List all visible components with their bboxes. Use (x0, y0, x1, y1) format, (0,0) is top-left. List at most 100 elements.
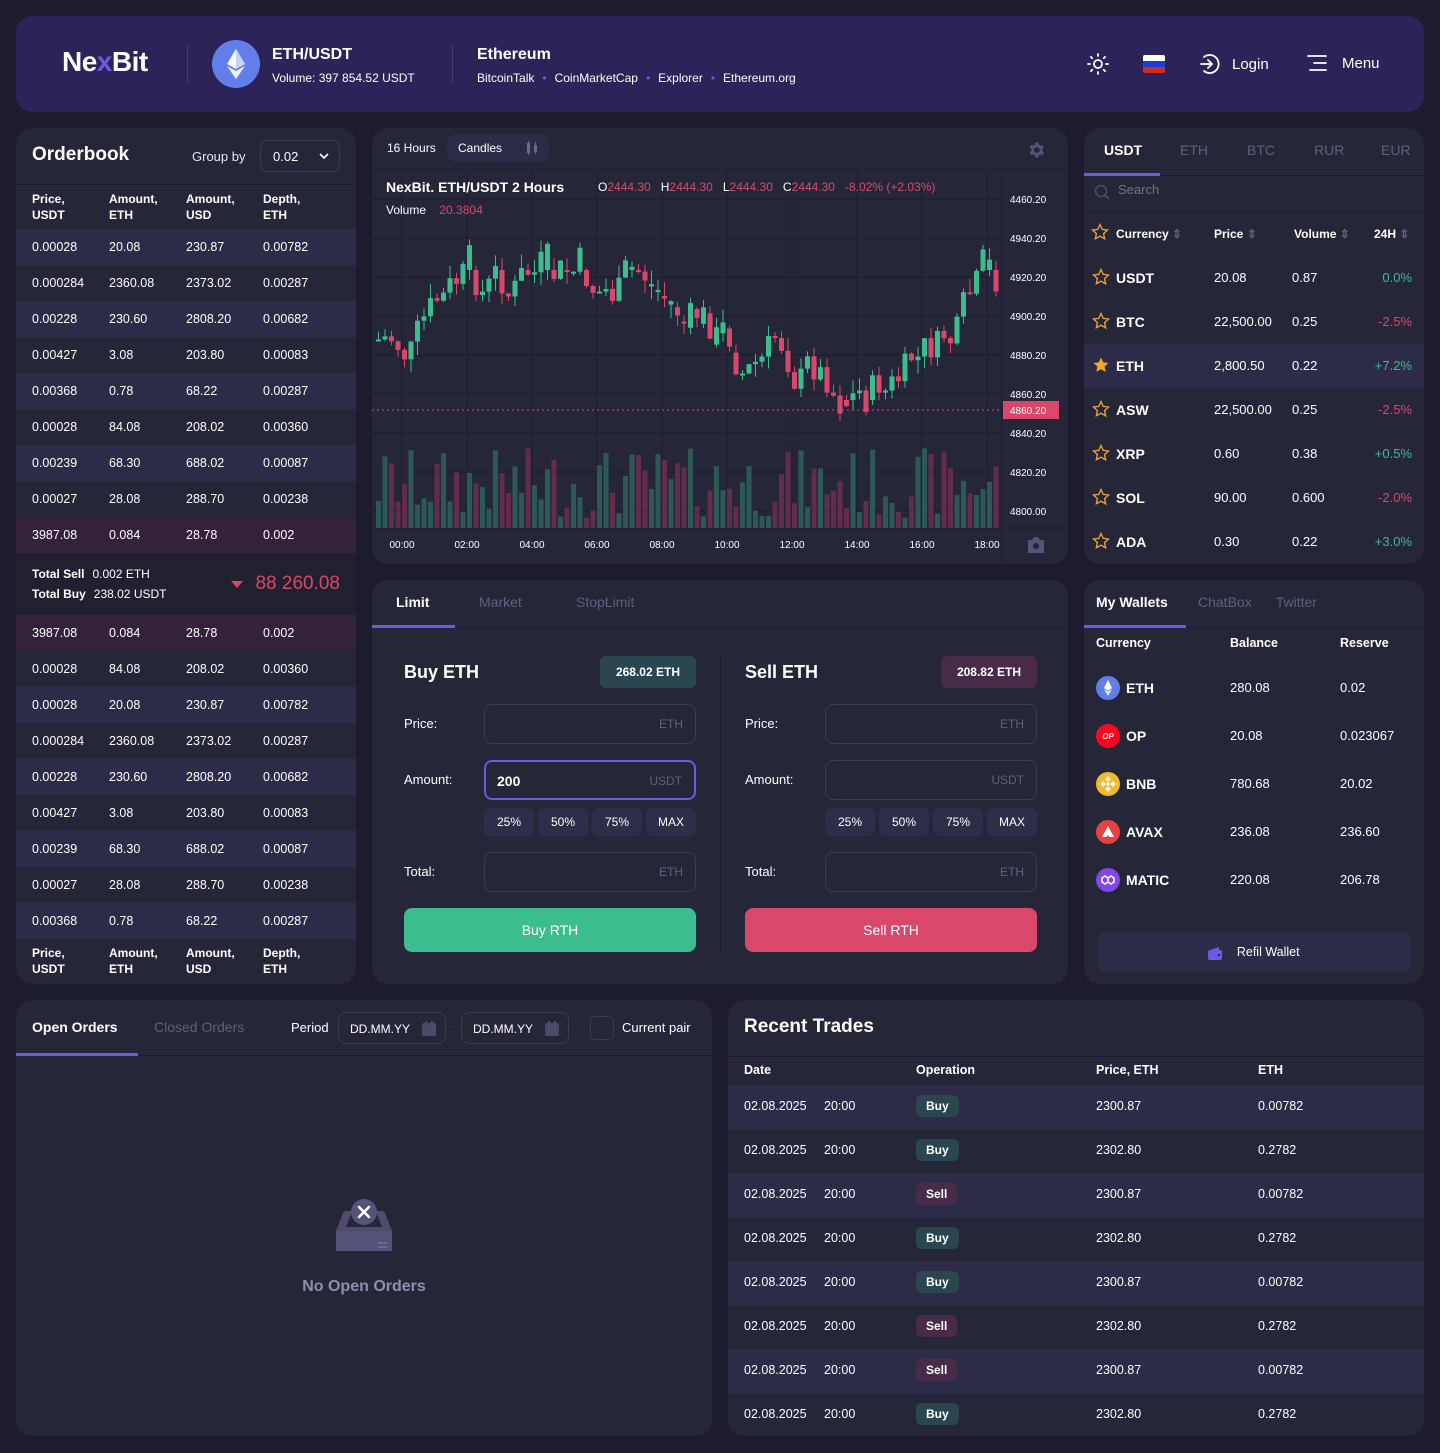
orderbook-row[interactable]: 0.00427 3.08 203.80 0.00083 (32, 806, 309, 820)
wallet-row[interactable]: MATIC 220.08 206.78 (1084, 856, 1424, 904)
orderbook-row[interactable]: 0.00028 84.08 208.02 0.00360 (32, 420, 309, 434)
market-row[interactable]: XRP 0.60 0.38 +0.5% (1084, 432, 1424, 476)
market-row[interactable]: ETH 2,800.50 0.22 +7.2% (1084, 344, 1424, 388)
wallet-row[interactable]: AVAX 236.08 236.60 (1084, 808, 1424, 856)
sell-pct-50-button[interactable]: 50% (879, 808, 929, 836)
logo[interactable]: NexBit (62, 46, 148, 77)
sell-price-input[interactable]: ETH (825, 704, 1037, 744)
tab-stoplimit[interactable]: StopLimit (576, 594, 635, 610)
orderbook-row[interactable]: 0.00028 20.08 230.87 0.00782 (16, 229, 356, 265)
orderbook-row[interactable]: 0.00368 0.78 68.22 0.00287 (16, 903, 356, 939)
tab-open-orders[interactable]: Open Orders (16, 1000, 138, 1056)
market-row[interactable]: ASW 22,500.00 0.25 -2.5% (1084, 388, 1424, 432)
star-outline-icon[interactable] (1092, 268, 1110, 286)
group-by-select[interactable]: 0.02 (260, 140, 340, 172)
login-icon (1200, 54, 1220, 74)
sell-submit-button[interactable]: Sell RTH (745, 908, 1037, 952)
link-ethereum-org[interactable]: Ethereum.org (723, 71, 796, 85)
tab-usdt[interactable]: USDT (1084, 128, 1160, 176)
orderbook-row[interactable]: 0.00239 68.30 688.02 0.00087 (16, 831, 356, 867)
candlestick-chart[interactable]: 4460.20 4940.20 4920.20 4900.20 4880.20 4860.… (372, 170, 1068, 564)
buy-total-input[interactable]: ETH (484, 852, 696, 892)
buy-price-input[interactable]: ETH (484, 704, 696, 744)
link-explorer[interactable]: Explorer (658, 71, 703, 85)
market-row[interactable]: ADA 0.30 0.22 +3.0% (1084, 520, 1424, 564)
tab-rur[interactable]: RUR (1314, 142, 1345, 158)
tab-eur[interactable]: EUR (1381, 142, 1411, 158)
star-outline-icon[interactable] (1092, 312, 1110, 330)
date-from-input[interactable]: DD.MM.YY (338, 1012, 446, 1044)
orderbook-row[interactable]: 0.00239 68.30 688.02 0.00087 (16, 445, 356, 481)
operation-badge: Buy (916, 1403, 959, 1425)
orderbook-row[interactable]: 0.00368 0.78 68.22 0.00287 (16, 373, 356, 409)
theme-toggle-button[interactable] (1086, 52, 1110, 76)
menu-button[interactable]: Menu (1306, 52, 1380, 74)
orderbook-row[interactable]: 0.00427 3.08 203.80 0.00083 (32, 348, 309, 362)
refill-wallet-button[interactable]: Refil Wallet (1097, 932, 1411, 972)
market-search[interactable] (1084, 172, 1424, 212)
svg-text:4860.20: 4860.20 (1010, 390, 1047, 401)
buy-pct-25-button[interactable]: 25% (484, 808, 534, 836)
language-flag-button[interactable] (1143, 55, 1165, 73)
interval-select[interactable]: 16 Hours (387, 141, 436, 155)
buy-pct-max-button[interactable]: MAX (646, 808, 696, 836)
pair-title: ETH/USDT (272, 46, 352, 63)
orderbook-row[interactable]: 3987.08 0.084 28.78 0.002 (16, 517, 356, 553)
sort-currency[interactable]: Currency ⇕ (1116, 227, 1183, 241)
orderbook-row[interactable]: 0.000284 2360.08 2373.02 0.00287 (32, 734, 309, 748)
svg-text:06:00: 06:00 (584, 540, 609, 551)
sell-amount-input[interactable]: USDT (825, 760, 1037, 800)
divider (452, 44, 453, 84)
wallet-row[interactable]: ETH 280.08 0.02 (1084, 664, 1424, 712)
orderbook-row[interactable]: 0.00028 20.08 230.87 0.00782 (16, 687, 356, 723)
orderbook-row[interactable]: 3987.08 0.084 28.78 0.002 (16, 615, 356, 651)
link-coinmarketcap[interactable]: CoinMarketCap (554, 71, 638, 85)
sell-pct-max-button[interactable]: MAX (987, 808, 1037, 836)
tab-limit[interactable]: Limit (372, 580, 455, 628)
trade-row: 02.08.2025 20:00 Buy 2300.87 0.00782 (728, 1085, 1424, 1129)
sort-volume[interactable]: Volume ⇕ (1294, 227, 1350, 241)
tab-btc[interactable]: BTC (1247, 142, 1275, 158)
current-pair-checkbox[interactable] (590, 1016, 614, 1040)
tab-closed-orders[interactable]: Closed Orders (154, 1019, 245, 1035)
star-outline-icon[interactable] (1092, 444, 1110, 462)
sell-pct-75-button[interactable]: 75% (933, 808, 983, 836)
buy-submit-button[interactable]: Buy RTH (404, 908, 696, 952)
star-outline-icon[interactable] (1092, 532, 1110, 550)
market-row[interactable]: BTC 22,500.00 0.25 -2.5% (1084, 300, 1424, 344)
buy-amount-input[interactable]: 200 USDT (484, 760, 696, 800)
wallet-row[interactable]: OP OP 20.08 0.023067 (1084, 712, 1424, 760)
tab-eth[interactable]: ETH (1180, 142, 1208, 158)
sell-total-input[interactable]: ETH (825, 852, 1037, 892)
orderbook-row[interactable]: 0.000284 2360.08 2373.02 0.00287 (32, 276, 309, 290)
search-input[interactable] (1118, 182, 1408, 197)
star-outline-icon[interactable] (1091, 223, 1109, 241)
sort-price[interactable]: Price ⇕ (1214, 227, 1257, 241)
tab-chatbox[interactable]: ChatBox (1198, 594, 1252, 610)
star-outline-icon[interactable] (1092, 488, 1110, 506)
orderbook-row[interactable]: 0.00027 28.08 288.70 0.00238 (32, 492, 309, 506)
orderbook-row[interactable]: 0.00228 230.60 2808.20 0.00682 (16, 301, 356, 337)
chart-type-select[interactable]: Candles (447, 135, 549, 161)
buy-pct-75-button[interactable]: 75% (592, 808, 642, 836)
login-button[interactable]: Login (1198, 52, 1269, 76)
tab-market[interactable]: Market (479, 594, 522, 610)
wallet-row[interactable]: BNB 780.68 20.02 (1084, 760, 1424, 808)
orderbook-row[interactable]: 0.00028 84.08 208.02 0.00360 (32, 662, 309, 676)
link-bitcointalk[interactable]: BitcoinTalk (477, 71, 535, 85)
orderbook-row[interactable]: 0.00228 230.60 2808.20 0.00682 (16, 759, 356, 795)
market-row[interactable]: USDT 20.08 0.87 0.0% (1084, 256, 1424, 300)
date-to-input[interactable]: DD.MM.YY (461, 1012, 569, 1044)
market-row[interactable]: SOL 90.00 0.600 -2.0% (1084, 476, 1424, 520)
orderbook-row[interactable]: 0.00027 28.08 288.70 0.00238 (32, 878, 309, 892)
buy-pct-50-button[interactable]: 50% (538, 808, 588, 836)
star-outline-icon[interactable] (1092, 400, 1110, 418)
svg-text:00:00: 00:00 (389, 540, 414, 551)
camera-icon[interactable] (1026, 536, 1046, 554)
settings-gear-icon[interactable] (1026, 140, 1046, 160)
tab-my-wallets[interactable]: My Wallets (1084, 580, 1186, 628)
tab-twitter[interactable]: Twitter (1275, 594, 1317, 610)
sell-pct-25-button[interactable]: 25% (825, 808, 875, 836)
star-filled-icon[interactable] (1092, 356, 1110, 374)
sort-24h[interactable]: 24H ⇕ (1374, 227, 1410, 241)
